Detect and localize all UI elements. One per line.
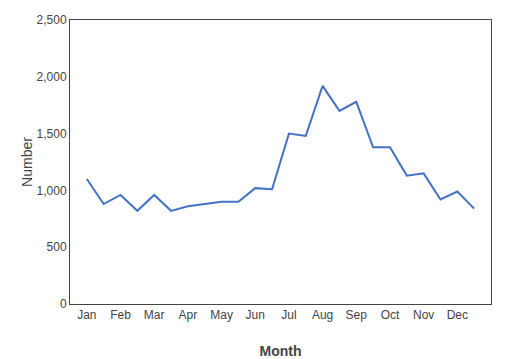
svg-text:Feb: Feb bbox=[110, 308, 131, 322]
svg-text:Jul: Jul bbox=[281, 308, 296, 322]
svg-text:1,500: 1,500 bbox=[37, 127, 67, 141]
svg-text:500: 500 bbox=[47, 240, 67, 254]
svg-text:May: May bbox=[210, 308, 233, 322]
svg-text:Mar: Mar bbox=[144, 308, 165, 322]
svg-text:Month: Month bbox=[260, 343, 302, 359]
svg-text:Nov: Nov bbox=[413, 308, 434, 322]
svg-text:Apr: Apr bbox=[179, 308, 198, 322]
svg-text:Sep: Sep bbox=[346, 308, 368, 322]
svg-text:Number: Number bbox=[19, 137, 35, 187]
svg-text:Aug: Aug bbox=[312, 308, 333, 322]
svg-text:Jun: Jun bbox=[246, 308, 265, 322]
svg-text:Jan: Jan bbox=[77, 308, 96, 322]
svg-text:Oct: Oct bbox=[381, 308, 400, 322]
svg-text:2,000: 2,000 bbox=[37, 70, 67, 84]
svg-text:0: 0 bbox=[60, 297, 67, 311]
svg-text:2,500: 2,500 bbox=[37, 13, 67, 27]
svg-text:Dec: Dec bbox=[447, 308, 468, 322]
svg-text:1,000: 1,000 bbox=[37, 184, 67, 198]
